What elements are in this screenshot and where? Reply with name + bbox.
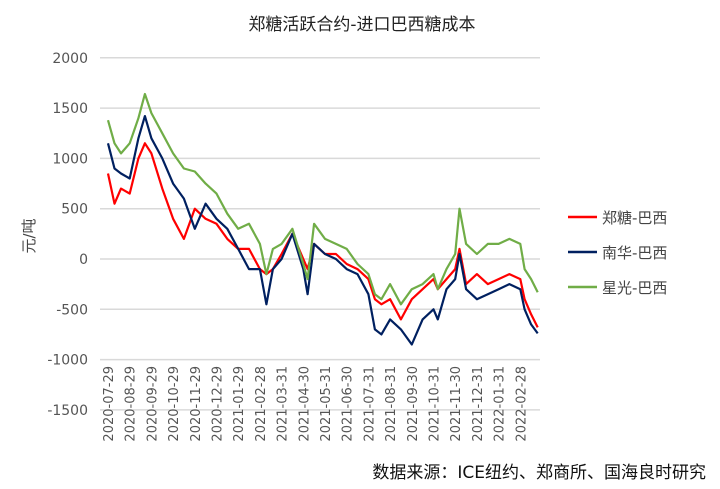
x-tick-label: 2020-09-29 [145,366,160,442]
x-tick-label: 2021-06-30 [341,366,356,442]
x-tick-label: 2020-12-29 [211,366,226,442]
chart-title: 郑糖活跃合约-进口巴西糖成本 [248,15,475,35]
x-tick-label: 2021-07-31 [362,366,377,442]
x-tick-label: 2021-10-31 [428,366,443,442]
y-tick-label: 1000 [52,151,88,167]
y-axis-label: 元/吨 [20,218,38,253]
x-tick-label: 2020-08-29 [124,366,139,442]
y-tick-label: 1500 [52,101,88,117]
x-tick-label: 2022-02-28 [514,366,529,442]
y-tick-label: 2000 [52,51,88,67]
x-tick-label: 2021-03-31 [276,366,291,442]
y-tick-label: -1500 [47,403,88,419]
y-tick-label: 0 [79,252,88,268]
series-line-3 [106,92,539,306]
x-tick-label: 2020-10-29 [167,366,182,442]
x-tick-label: 2020-07-29 [102,366,117,442]
x-tick-label: 2021-09-30 [406,366,421,442]
legend-label: 星光-巴西 [602,279,667,297]
y-tick-label: -1000 [47,353,88,369]
x-tick-label: 2021-08-31 [384,366,399,442]
x-tick-label: 2021-12-31 [471,366,486,442]
x-tick-label: 2021-05-31 [319,366,334,442]
y-tick-label: -500 [56,302,88,318]
x-tick-label: 2022-01-31 [493,366,508,442]
x-tick-label: 2021-01-29 [232,366,247,442]
x-tick-label: 2021-11-30 [449,366,464,442]
legend-label: 南华-巴西 [602,244,667,262]
x-tick-label: 2021-04-30 [297,366,312,442]
x-tick-label: 2020-11-29 [189,366,204,442]
source-note: 数据来源：ICE纽约、郑商所、国海良时研究 [372,463,706,483]
legend-label: 郑糖-巴西 [602,209,667,227]
series-line-2 [106,115,539,346]
x-tick-label: 2021-02-28 [254,366,269,442]
y-tick-label: 500 [61,202,88,218]
